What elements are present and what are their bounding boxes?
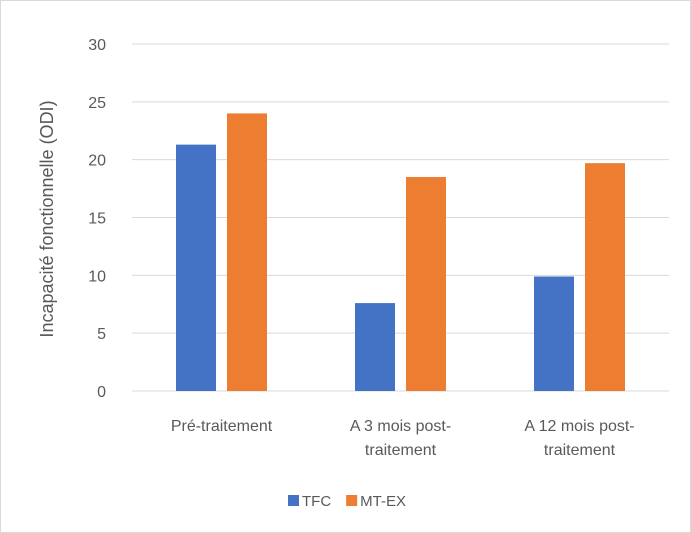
y-tick-label: 25 (88, 95, 106, 112)
gridlines (132, 43, 669, 392)
legend-label: TFC (302, 493, 331, 510)
y-tick-label: 20 (88, 153, 106, 170)
y-tick-label: 10 (88, 268, 106, 285)
bar-tfc-1 (176, 144, 216, 391)
bar-tfc-3 (534, 276, 574, 391)
legend-swatch (288, 495, 299, 506)
y-tick-label: 5 (97, 326, 106, 343)
x-category-label: traitement (365, 442, 437, 459)
y-tick-label: 15 (88, 211, 106, 228)
legend: TFC MT-EX (288, 493, 406, 510)
x-category-label: A 12 mois post- (524, 418, 634, 435)
legend-swatch (346, 495, 358, 506)
y-tick-label: 30 (88, 37, 106, 54)
y-axis-ticks: 0 5 10 15 20 25 30 (88, 37, 106, 401)
legend-label: MT-EX (360, 493, 406, 510)
bars (176, 113, 625, 392)
bar-mt-ex-1 (227, 113, 267, 392)
x-axis-categories: Pré-traitement A 3 mois post-traitement A … (171, 418, 635, 459)
y-tick-label: 0 (97, 384, 106, 401)
bar-mt-ex-2 (406, 177, 446, 391)
y-axis-label: Incapacité fonctionnelle (ODI) (37, 100, 57, 337)
bar-tfc-2 (355, 303, 395, 391)
x-category-label: A 3 mois post- (350, 418, 451, 435)
x-category-label: traitement (544, 442, 616, 459)
bar-mt-ex-3 (585, 163, 625, 391)
x-category-label: Pré-traitement (171, 418, 273, 435)
